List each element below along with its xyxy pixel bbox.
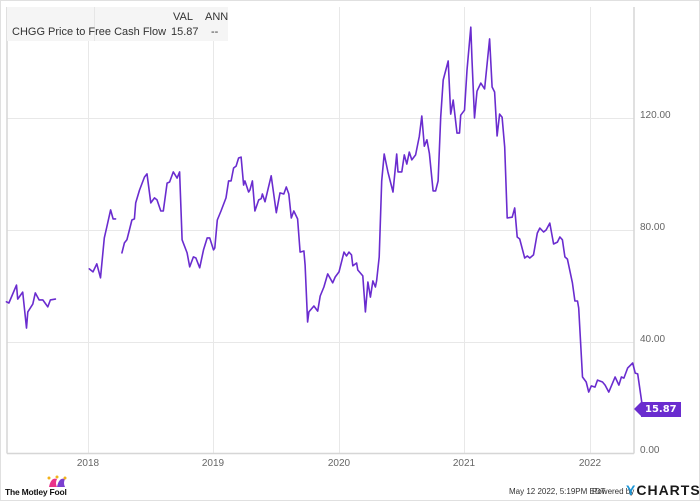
motley-fool-jester-icon (47, 475, 67, 487)
ycharts-logo-text: CHARTS (636, 482, 700, 498)
legend-value: 15.87 (171, 26, 199, 38)
series-segment (5, 284, 57, 329)
axes (6, 7, 635, 455)
x-tick-2020: 2020 (327, 458, 351, 469)
powered-by-label: Powered by (592, 487, 635, 496)
y-tick-120: 120.00 (640, 110, 671, 121)
ycharts-logo-y: Y (626, 482, 637, 498)
last-value-pointer-icon (634, 402, 641, 416)
series-line (5, 26, 644, 410)
series-segment (121, 26, 644, 410)
y-tick-40: 40.00 (640, 334, 666, 345)
legend-col-val: VAL (173, 11, 193, 23)
legend-col-ann: ANN (205, 11, 229, 23)
x-tick-2022: 2022 (578, 458, 602, 469)
last-value-badge: 15.87 (641, 402, 681, 417)
y-tick-0: 0.00 (640, 445, 660, 456)
x-tick-2019: 2019 (201, 458, 225, 469)
motley-fool-logo-text: The Motley Fool (5, 487, 67, 497)
legend-divider (94, 7, 95, 41)
ycharts-logo[interactable]: YCHARTS (626, 482, 700, 498)
x-tick-2021: 2021 (452, 458, 476, 469)
gridlines (7, 7, 634, 453)
series-segment (88, 209, 117, 279)
legend-ann-value: -- (211, 26, 219, 38)
x-tick-2018: 2018 (76, 458, 100, 469)
legend-series-name: CHGG Price to Free Cash Flow (12, 26, 167, 38)
y-tick-80: 80.00 (640, 222, 666, 233)
footer-timestamp: May 12 2022, 5:19PM EDT. (509, 487, 607, 496)
legend-table: VAL ANN CHGG Price to Free Cash Flow 15.… (7, 7, 228, 41)
